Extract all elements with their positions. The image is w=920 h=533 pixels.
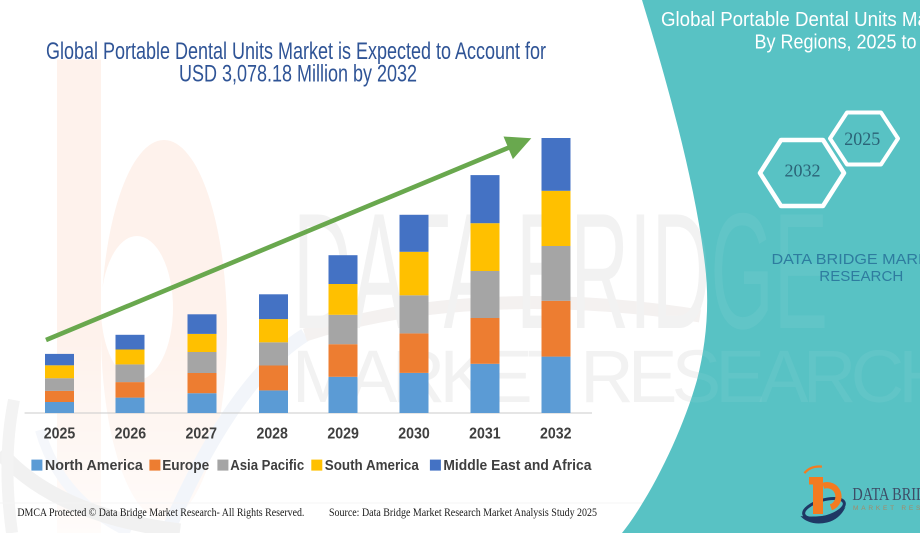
- svg-text:2032: 2032: [785, 161, 821, 181]
- svg-text:Global Portable Dental Units M: Global Portable Dental Units Market is E…: [46, 38, 546, 65]
- svg-text:Europe: Europe: [162, 458, 209, 474]
- svg-text:Middle East and Africa: Middle East and Africa: [443, 458, 592, 474]
- svg-text:2029: 2029: [327, 425, 359, 442]
- svg-text:Asia Pacific: Asia Pacific: [230, 458, 304, 474]
- svg-text:2031: 2031: [469, 425, 501, 442]
- svg-text:2030: 2030: [398, 425, 430, 442]
- svg-text:RESEARCH: RESEARCH: [819, 268, 903, 285]
- svg-text:2028: 2028: [256, 425, 288, 442]
- svg-text:2025: 2025: [844, 130, 880, 150]
- svg-text:By Regions, 2025 to 2032: By Regions, 2025 to 2032: [755, 31, 920, 53]
- svg-text:2027: 2027: [186, 425, 218, 442]
- svg-text:2032: 2032: [540, 425, 572, 442]
- svg-text:2025: 2025: [44, 425, 76, 442]
- svg-text:DATA BRIDGE MARKET: DATA BRIDGE MARKET: [772, 251, 920, 268]
- svg-text:Global Portable Dental Units M: Global Portable Dental Units Market: [661, 9, 920, 31]
- svg-text:DATA BRIDGE: DATA BRIDGE: [852, 484, 920, 504]
- svg-text:MARKET RESEARCH: MARKET RESEARCH: [853, 505, 920, 512]
- svg-text:USD 3,078.18 Million by 2032: USD 3,078.18 Million by 2032: [179, 60, 417, 87]
- svg-text:DMCA Protected © Data Bridge M: DMCA Protected © Data Bridge Market Rese…: [17, 507, 304, 519]
- svg-text:North America: North America: [45, 458, 144, 474]
- svg-text:Source: Data Bridge Market Res: Source: Data Bridge Market Research Mark…: [329, 507, 597, 519]
- svg-text:South America: South America: [325, 458, 420, 474]
- svg-text:2026: 2026: [115, 425, 147, 442]
